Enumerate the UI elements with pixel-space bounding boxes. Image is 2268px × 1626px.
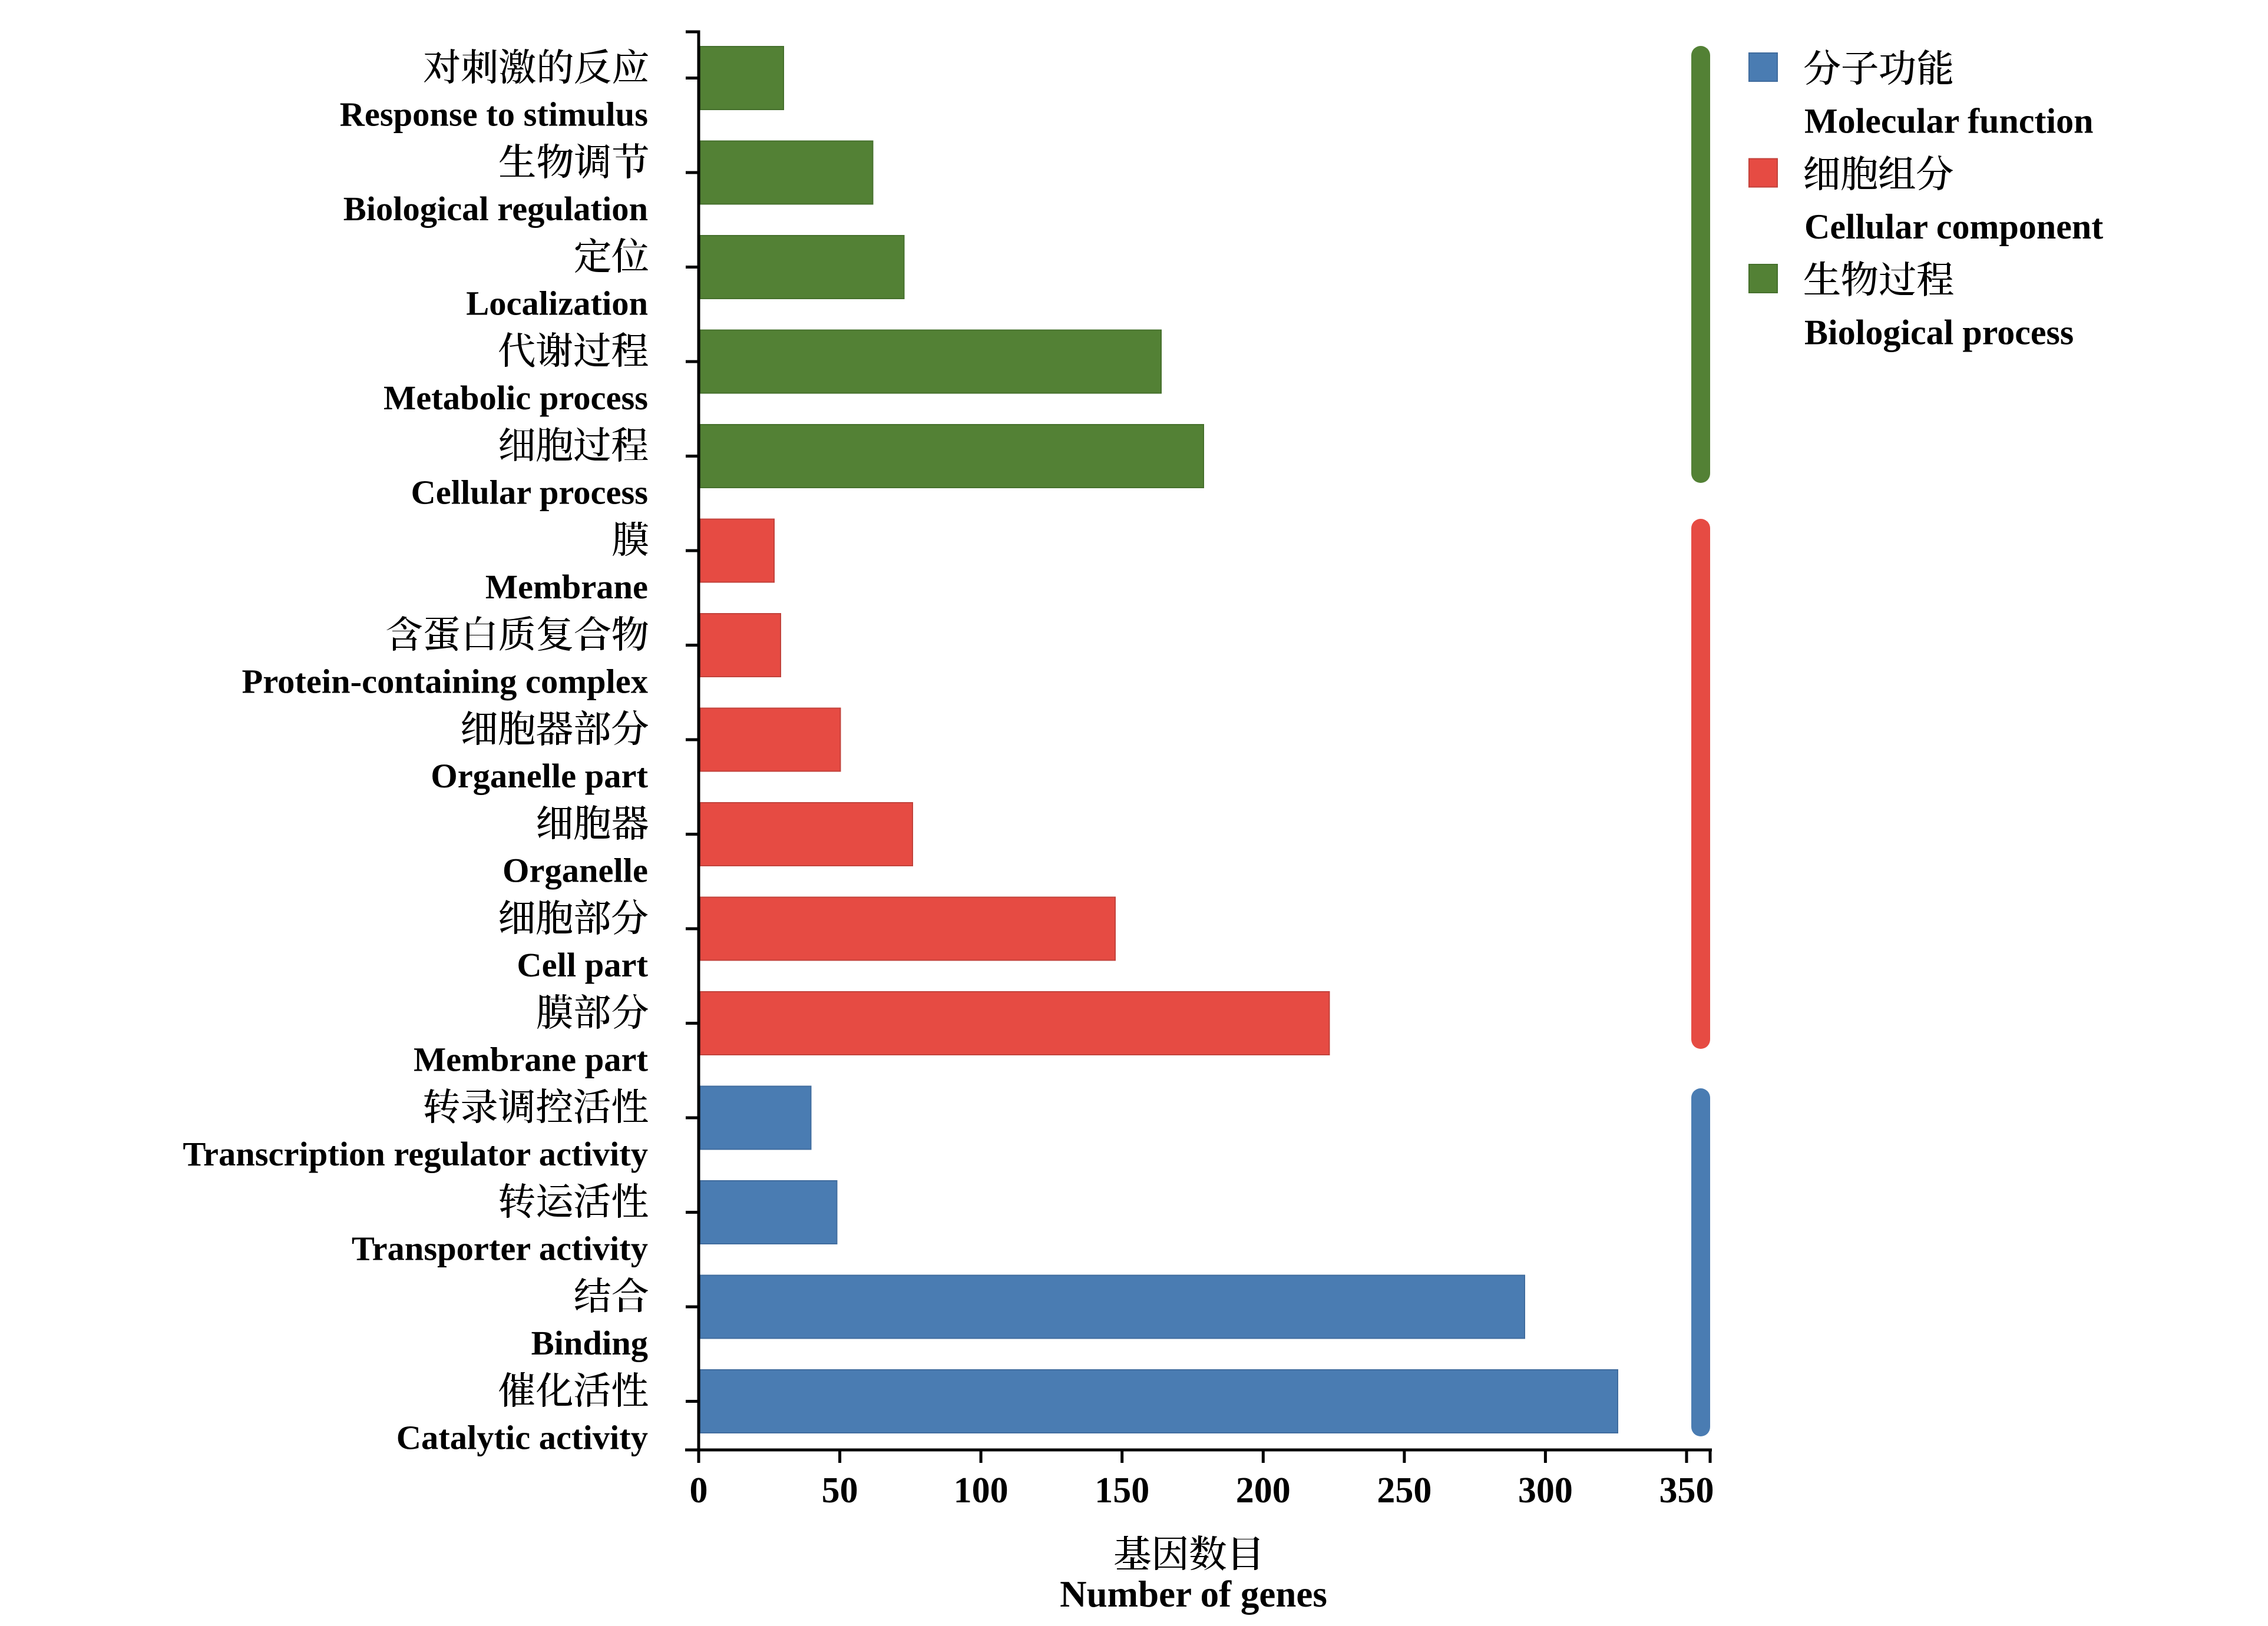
svg-text:0: 0 [690, 1471, 708, 1511]
svg-text:350: 350 [1659, 1471, 1714, 1511]
svg-text:Organelle: Organelle [502, 852, 648, 890]
svg-text:Transporter activity: Transporter activity [352, 1230, 648, 1268]
svg-text:100: 100 [954, 1471, 1009, 1511]
svg-text:Biological process: Biological process [1804, 313, 2074, 352]
svg-text:Metabolic process: Metabolic process [383, 379, 648, 417]
svg-text:Organelle part: Organelle part [431, 757, 648, 795]
svg-text:300: 300 [1518, 1471, 1573, 1511]
svg-text:50: 50 [822, 1471, 858, 1511]
svg-text:Protein-containing complex: Protein-containing complex [242, 663, 649, 701]
svg-text:Transcription regulator activi: Transcription regulator activity [183, 1135, 648, 1173]
svg-text:Cellular process: Cellular process [411, 473, 648, 512]
svg-text:Cellular component: Cellular component [1804, 207, 2103, 246]
svg-text:Molecular function: Molecular function [1804, 101, 2094, 140]
svg-text:Localization: Localization [466, 284, 648, 323]
svg-text:Binding: Binding [531, 1324, 648, 1362]
svg-text:150: 150 [1095, 1471, 1149, 1511]
svg-text:Membrane part: Membrane part [414, 1041, 649, 1079]
svg-text:Biological regulation: Biological regulation [343, 190, 648, 228]
svg-text:200: 200 [1236, 1471, 1291, 1511]
svg-text:Membrane: Membrane [485, 568, 648, 606]
svg-text:Number of genes: Number of genes [1060, 1574, 1327, 1615]
svg-text:Response to stimulus: Response to stimulus [340, 95, 648, 134]
svg-text:Cell part: Cell part [517, 946, 648, 984]
svg-text:Catalytic activity: Catalytic activity [396, 1419, 648, 1457]
svg-text:250: 250 [1377, 1471, 1431, 1511]
